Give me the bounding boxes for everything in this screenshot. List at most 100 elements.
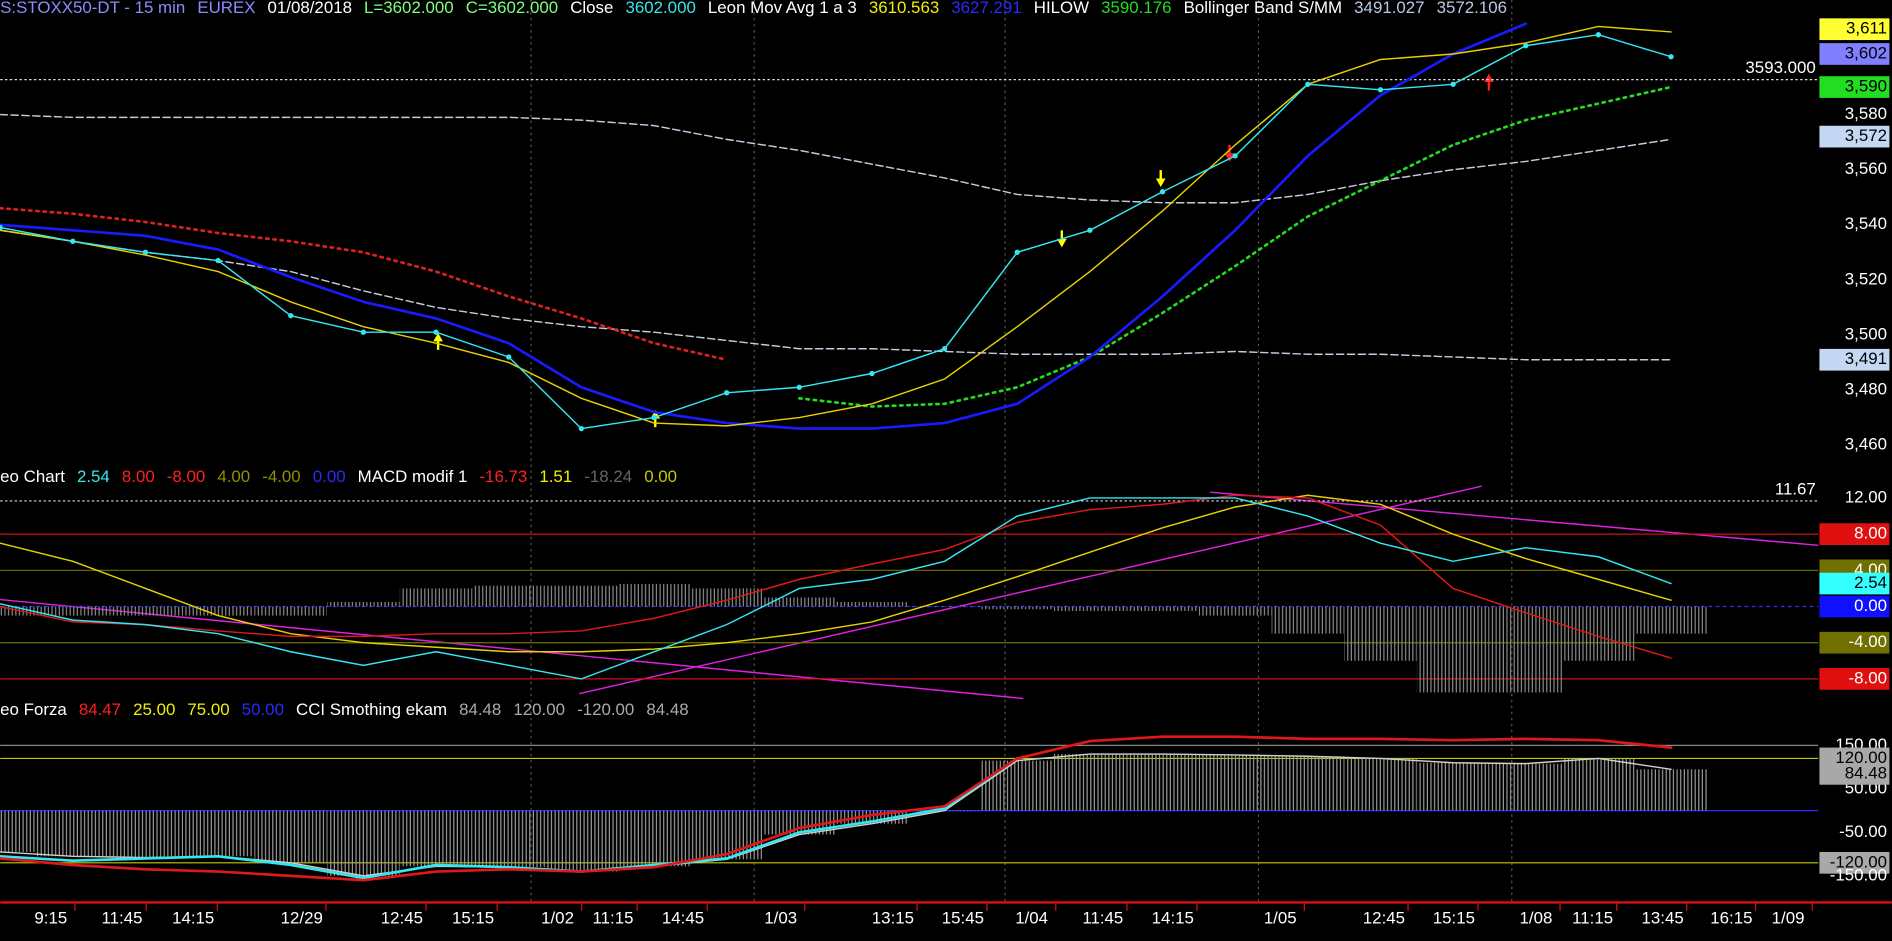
y-tick-label: 120.00 <box>1835 748 1887 767</box>
value-badge <box>1819 348 1890 371</box>
y-tick-label: -150.00 <box>1830 865 1887 884</box>
histogram-bar <box>1416 606 1490 693</box>
header-item: HILOW <box>1034 0 1089 17</box>
header-item: 4.00 <box>217 467 250 486</box>
header-item: 120.00 <box>513 700 565 719</box>
price-dot <box>70 238 76 244</box>
histogram-bar <box>327 601 400 607</box>
header-item: 01/08/2018 <box>268 0 352 17</box>
header-item: -16.73 <box>479 467 527 486</box>
histogram-bar <box>36 606 110 616</box>
series-line <box>0 494 1672 653</box>
histogram-bar <box>545 810 618 872</box>
x-tick-label: 14:15 <box>172 909 214 928</box>
header-item: 2.54 <box>77 467 110 486</box>
histogram-bar <box>1271 756 1345 811</box>
value-badge-label: 3,602 <box>1845 43 1887 62</box>
histogram-bar <box>254 810 327 863</box>
header-item: 84.48 <box>646 700 688 719</box>
histogram-bar <box>1126 754 1199 811</box>
y-tick-label: 3,460 <box>1845 435 1887 454</box>
price-dot <box>360 329 367 335</box>
series-line <box>0 113 1672 204</box>
y-tick-label: -4.00 <box>1849 632 1887 651</box>
header-item: 75.00 <box>187 700 229 719</box>
histogram-bar <box>1053 606 1127 612</box>
histogram-bar <box>254 606 327 616</box>
histogram-bar <box>1416 762 1490 811</box>
histogram-bar <box>1634 606 1708 634</box>
series-line <box>0 22 1528 430</box>
header-item: 0.00 <box>644 467 677 486</box>
reference-label: 3593.000 <box>1745 58 1815 77</box>
x-tick-label: 15:15 <box>452 909 494 928</box>
trendlines <box>0 485 1819 700</box>
x-tick-label: 16:15 <box>1710 909 1752 928</box>
price-dot <box>1305 81 1311 87</box>
histogram-bar <box>109 810 182 858</box>
header-item: L=3602.000 <box>364 0 454 17</box>
y-tick-label: 3,520 <box>1845 269 1887 288</box>
value-badge <box>1819 43 1890 65</box>
signal-arrows <box>433 73 1494 428</box>
price-dot <box>796 384 802 390</box>
x-tick-label: 9:15 <box>34 909 67 928</box>
series-line <box>0 497 1672 680</box>
x-tick-label: 1/08 <box>1520 909 1553 928</box>
y-tick-label: 3,480 <box>1845 379 1887 398</box>
histogram-bar <box>109 606 182 616</box>
header-item: -120.00 <box>577 700 634 719</box>
header-item: -8.00 <box>167 467 205 486</box>
header-item: C=3602.000 <box>466 0 558 17</box>
value-badge-label: 3,611 <box>1846 19 1887 38</box>
histogram-bar <box>545 585 618 607</box>
series-line <box>0 33 1672 430</box>
value-badge-label: 3,572 <box>1845 126 1887 145</box>
x-tick-label: 12:45 <box>1363 909 1405 928</box>
x-tick-label: 14:15 <box>1152 909 1194 928</box>
price-dot <box>723 390 730 396</box>
price-dot <box>288 313 294 319</box>
price-dot <box>433 329 439 335</box>
header-item: 8.00 <box>122 467 155 486</box>
header-item: S:STOXX50-DT - 15 min <box>0 0 185 17</box>
price-dot <box>1523 43 1529 49</box>
histogram-bar <box>1344 758 1417 811</box>
histogram-bar <box>690 810 763 860</box>
histogram-bar <box>1271 606 1345 634</box>
x-tick-label: 1/05 <box>1264 909 1297 928</box>
x-tick-label: 1/02 <box>541 909 574 928</box>
tick-badge <box>1819 668 1890 690</box>
price-dot <box>0 224 3 231</box>
header-item: eo Forza <box>0 700 67 719</box>
histogram-bar <box>617 810 691 867</box>
header-item: MACD modif 1 <box>358 467 468 486</box>
histogram-bar <box>763 597 836 607</box>
y-tick-label: 3,560 <box>1845 159 1887 178</box>
histogram-bar <box>1053 754 1127 811</box>
x-tick-label: 11:45 <box>1082 909 1123 928</box>
header-item: 3602.000 <box>625 0 695 17</box>
series-line <box>0 757 1019 880</box>
price-dot <box>1159 189 1166 195</box>
price-dot <box>1232 153 1238 159</box>
header-item: 3590.176 <box>1101 0 1171 17</box>
histogram-bar <box>908 606 981 608</box>
y-tick-label: 3,500 <box>1845 324 1887 343</box>
x-tick-label: 11:15 <box>593 909 634 928</box>
value-badge-label: 2.54 <box>1854 573 1887 592</box>
price-dot <box>578 425 585 432</box>
y-tick-label: 0.00 <box>1854 596 1887 615</box>
header-item: 3491.027 <box>1354 0 1424 17</box>
histogram-bar <box>1198 606 1272 616</box>
x-tick-label: 15:45 <box>942 909 984 928</box>
x-tick-label: 12/29 <box>281 909 323 928</box>
y-tick-label: 12.00 <box>1845 487 1887 506</box>
series-line <box>0 494 1672 659</box>
x-tick-label: 1/09 <box>1772 909 1805 928</box>
value-badge-label: 3,491 <box>1845 349 1887 368</box>
histogram-bar <box>1126 606 1199 612</box>
x-tick-label: 11:15 <box>1572 909 1613 928</box>
